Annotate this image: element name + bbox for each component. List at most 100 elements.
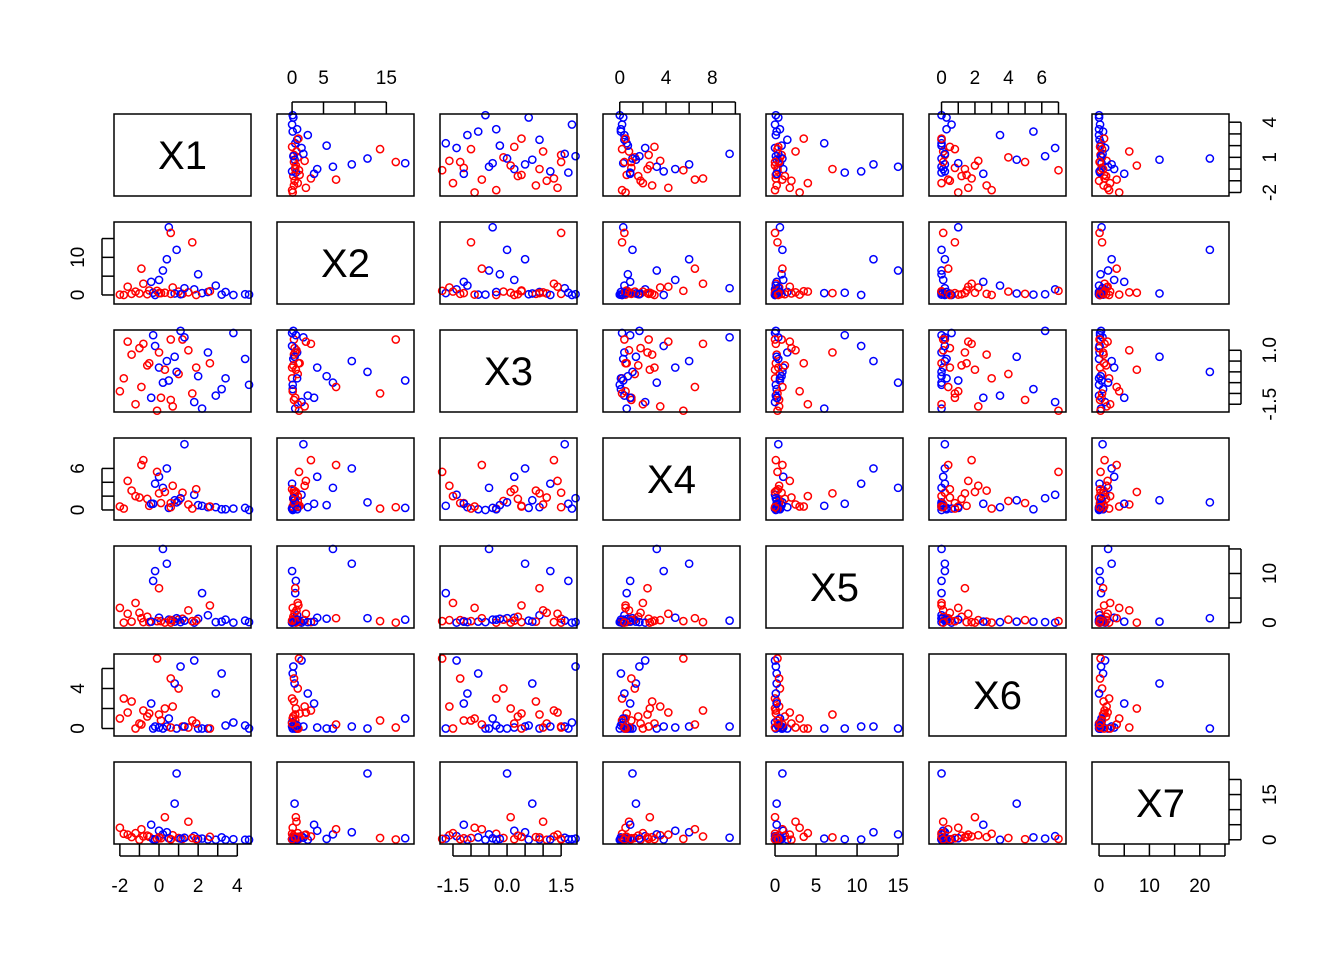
- point-X2-vs-X7-37: [1112, 264, 1122, 273]
- point-X2-vs-X3-0: [459, 288, 469, 298]
- point-X7-vs-X1-19: [229, 834, 238, 844]
- point-X5-vs-X6-12: [953, 603, 963, 613]
- point-X6-vs-X1-10: [189, 656, 199, 665]
- point-X5-vs-X6-38: [1040, 617, 1050, 627]
- point-X2-vs-X4-38: [635, 289, 644, 299]
- point-X1-vs-X4-38: [635, 151, 644, 161]
- point-X6-vs-X5-12: [795, 714, 804, 723]
- point-X1-vs-X5-27: [803, 178, 813, 188]
- point-X5-vs-X7-32: [1132, 618, 1142, 627]
- point-X7-vs-X6-18: [982, 832, 991, 842]
- point-X3-vs-X1-35: [166, 395, 176, 405]
- panel-frame-1-3: [439, 113, 578, 197]
- point-X3-vs-X2-34: [301, 337, 311, 347]
- point-X3-vs-X7-40: [1098, 348, 1108, 357]
- point-X4-vs-X1-19: [229, 504, 238, 513]
- point-X6-vs-X2-34: [301, 708, 311, 717]
- point-X7-vs-X2-42: [287, 834, 297, 844]
- point-X3-vs-X6-41: [978, 393, 988, 403]
- point-X3-vs-X7-42: [1095, 363, 1105, 372]
- point-X4-vs-X6-15: [967, 455, 976, 465]
- point-X4-vs-X6-27: [937, 491, 946, 501]
- point-X2-vs-X5-30: [856, 290, 866, 300]
- point-X3-vs-X4-36: [621, 358, 630, 368]
- point-X5-vs-X1-37: [137, 613, 146, 623]
- point-X4-vs-X2-26: [299, 439, 308, 449]
- point-X2-vs-X7-13: [1107, 254, 1116, 264]
- point-X2-vs-X1-8: [154, 275, 164, 285]
- point-X3-vs-X6-37: [943, 382, 953, 392]
- point-X4-vs-X3-39: [491, 504, 501, 514]
- point-X5-vs-X3-5: [445, 615, 454, 625]
- point-X5-vs-X3-13: [520, 559, 530, 569]
- point-X1-vs-X3-9: [563, 168, 573, 177]
- point-X7-vs-X4-20: [652, 830, 662, 839]
- point-X5-vs-X4-28: [631, 617, 641, 626]
- point-X5-vs-X1-38: [176, 617, 185, 627]
- point-X1-vs-X3-31: [466, 144, 476, 154]
- point-X1-vs-X2-34: [301, 183, 311, 193]
- point-X5-vs-X1-21: [152, 616, 162, 626]
- point-X4-vs-X7-30: [1095, 479, 1104, 489]
- point-X6-vs-X1-19: [229, 718, 238, 727]
- point-X5-vs-X1-41: [146, 617, 156, 626]
- point-X5-vs-X1-27: [131, 598, 140, 608]
- point-X6-vs-X7-34: [1103, 708, 1112, 717]
- point-X3-vs-X2-31: [375, 389, 385, 398]
- point-X3-vs-X7-43: [1095, 335, 1104, 344]
- point-X4-vs-X3-36: [517, 502, 526, 511]
- point-X6-vs-X2-13: [347, 722, 357, 731]
- point-X5-vs-X2-39: [292, 615, 302, 625]
- panel-frame-3-7: [1091, 329, 1230, 413]
- point-X2-vs-X4-17: [628, 245, 637, 255]
- point-X5-vs-X4-24: [633, 612, 643, 622]
- point-X6-vs-X3-27: [448, 724, 458, 733]
- point-X4-vs-X7-41: [1119, 499, 1129, 509]
- point-X4-vs-X2-39: [292, 504, 302, 514]
- point-X3-vs-X1-24: [142, 361, 152, 370]
- point-X7-vs-X6-17: [937, 769, 946, 778]
- point-X6-vs-X4-8: [670, 723, 680, 732]
- point-X1-vs-X3-10: [452, 143, 461, 153]
- point-X2-vs-X1-43: [166, 228, 176, 238]
- point-X6-vs-X3-35: [455, 674, 465, 683]
- panel-frame-5-2: [276, 545, 415, 629]
- panel-frame-3-2: [276, 329, 415, 413]
- point-X3-vs-X4-26: [725, 332, 734, 342]
- point-X7-vs-X2-28: [290, 799, 299, 808]
- panel-frame-7-7: [1091, 761, 1230, 845]
- point-X3-vs-X7-27: [1105, 399, 1115, 409]
- point-X3-vs-X2-43: [391, 335, 401, 344]
- point-X6-vs-X1-3: [119, 694, 129, 703]
- point-X1-vs-X4-42: [650, 142, 659, 152]
- point-X7-vs-X5-20: [893, 830, 903, 839]
- point-X6-vs-X1-43: [166, 723, 176, 732]
- point-X7-vs-X1-24: [142, 831, 152, 840]
- point-X5-vs-X1-43: [166, 618, 176, 627]
- point-X5-vs-X2-16: [290, 588, 300, 598]
- point-X3-vs-X6-40: [960, 348, 970, 357]
- point-X1-vs-X3-30: [545, 167, 555, 176]
- point-X3-vs-X2-28: [290, 352, 299, 362]
- point-X4-vs-X3-40: [535, 489, 544, 498]
- point-X1-vs-X4-41: [625, 169, 635, 179]
- tick-label-X5: 10: [846, 876, 867, 897]
- point-X6-vs-X3-20: [484, 724, 494, 733]
- point-X3-vs-X6-21: [1054, 406, 1063, 416]
- point-X4-vs-X3-22: [538, 500, 548, 509]
- point-X5-vs-X2-23: [303, 617, 313, 627]
- point-X1-vs-X3-32: [506, 161, 516, 170]
- point-X4-vs-X1-8: [154, 472, 164, 482]
- point-X2-vs-X6-3: [987, 290, 997, 300]
- point-X7-vs-X4-18: [647, 832, 657, 842]
- point-X5-vs-X1-11: [240, 616, 250, 625]
- point-X6-vs-X3-26: [560, 722, 570, 731]
- point-X5-vs-X1-31: [187, 616, 197, 626]
- point-X2-vs-X3-12: [470, 290, 479, 299]
- point-X2-vs-X3-8: [509, 275, 519, 285]
- point-X6-vs-X3-41: [459, 699, 469, 708]
- point-X6-vs-X4-26: [725, 722, 734, 731]
- panel-frame-4-6: [928, 437, 1067, 521]
- point-X5-vs-X4-9: [625, 576, 635, 586]
- point-X3-vs-X1-41: [146, 393, 156, 403]
